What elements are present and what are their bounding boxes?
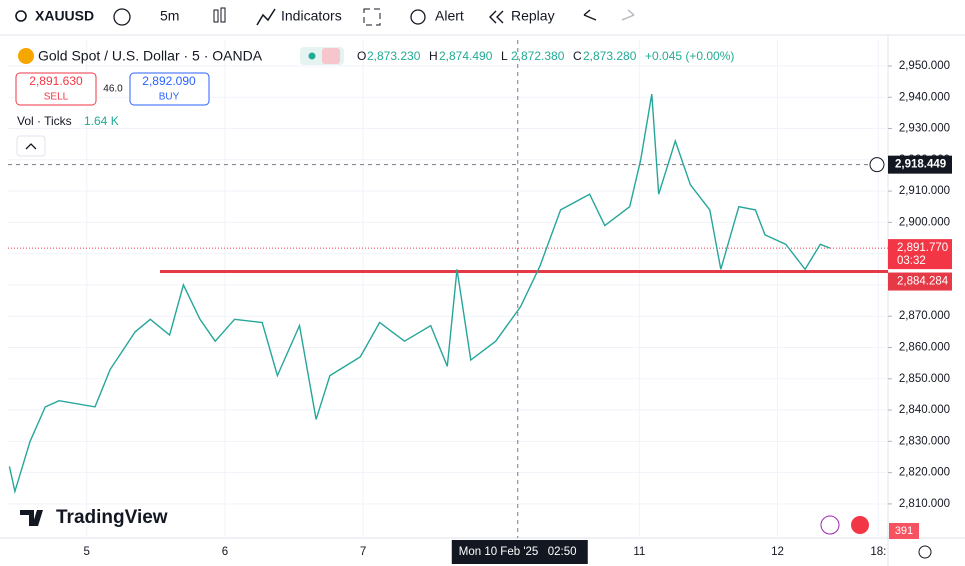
replay-icon[interactable]: [489, 10, 504, 24]
ohlc-value: 2,873.280: [583, 49, 637, 63]
y-tick-label: 2,950.000: [899, 60, 950, 72]
volume-value: 1.64 K: [84, 114, 119, 128]
volume-label: Vol · Ticks: [17, 114, 72, 128]
last-price-box: [888, 239, 952, 270]
ohlc-value: 2,872.380: [511, 49, 565, 63]
ohlc-key: O: [357, 49, 366, 63]
x-tick-label: 7: [360, 546, 366, 558]
redo-icon[interactable]: [621, 9, 635, 21]
sell-button[interactable]: [15, 72, 97, 106]
collapse-button[interactable]: [16, 135, 46, 157]
y-tick-label: 2,810.000: [899, 498, 950, 510]
ohlc-value: 2,873.230: [367, 49, 421, 63]
add-alert-button[interactable]: [869, 157, 885, 173]
ohlc-key: C: [573, 49, 582, 63]
settings-icon[interactable]: [918, 545, 932, 559]
y-tick-label: 2,820.000: [899, 467, 950, 479]
search-icon[interactable]: [15, 10, 27, 22]
replay-button[interactable]: Replay: [511, 8, 555, 24]
layouts-icon[interactable]: [363, 8, 381, 26]
symbol[interactable]: XAUUSD: [35, 8, 94, 24]
data-badge: [322, 48, 340, 64]
events-icon[interactable]: [851, 516, 869, 534]
market-open-dot: [308, 52, 316, 60]
crosshair-time-box: [451, 540, 588, 564]
spread: 46.0: [103, 84, 123, 95]
x-tick-label: 11: [633, 546, 645, 558]
flash-icon[interactable]: [820, 515, 840, 535]
y-tick-label: 2,870.000: [899, 310, 950, 322]
change: +0.045 (+0.00%): [645, 49, 734, 63]
ohlc: O 2,873.230 H 2,874.490 L 2,872.380 C 2,873.280: [357, 49, 637, 63]
symbol-logo: [18, 48, 34, 64]
interval[interactable]: 5m: [160, 8, 179, 24]
logo-icon: [20, 510, 43, 526]
buy-label[interactable]: BUY: [159, 92, 180, 103]
brand: TradingView: [56, 507, 168, 528]
indicators-button[interactable]: Indicators: [281, 8, 342, 24]
x-tick-label: 6: [222, 546, 228, 558]
ohlc-value: 2,874.490: [439, 49, 493, 63]
last-price-label: 2,891.770: [897, 242, 948, 254]
volume-badge: [889, 523, 919, 539]
buy-price[interactable]: 2,892.090: [142, 74, 196, 88]
x-tick-label: 18:: [870, 546, 886, 558]
legend-title: Gold Spot / U.S. Dollar · 5 · OANDA: [38, 48, 263, 64]
chart-type-icon: [220, 7, 226, 23]
x-tick-label: 12: [771, 546, 784, 558]
y-tick-label: 2,900.000: [899, 216, 950, 228]
crosshair-price-box: [888, 155, 952, 174]
ohlc-key: L: [501, 49, 508, 63]
sell-label[interactable]: SELL: [44, 92, 69, 103]
undo-icon[interactable]: [583, 9, 597, 21]
y-tick-label: 2,930.000: [899, 123, 950, 135]
sell-price[interactable]: 2,891.630: [29, 74, 83, 88]
alert-button[interactable]: Alert: [435, 8, 464, 24]
support-price-label: 2,884.284: [897, 276, 949, 288]
alert-icon[interactable]: [410, 9, 426, 25]
y-tick-label: 2,940.000: [899, 91, 950, 103]
grid: 2,810.000 2,820.000 2,830.000 2,840.000 2,85…: [8, 40, 950, 558]
y-tick-label: 2,850.000: [899, 373, 950, 385]
y-tick-label: 2,860.000: [899, 342, 950, 354]
crosshair-price-label: 2,918.449: [895, 159, 946, 171]
collapse-icon: [25, 143, 37, 150]
crosshair-time-label: 02:50: [548, 546, 577, 558]
y-tick-label: 2,910.000: [899, 185, 950, 197]
x-tick-label: 5: [84, 546, 90, 558]
indicators-icon[interactable]: [256, 8, 276, 26]
crosshair-date-label: Mon 10 Feb '25: [459, 546, 539, 558]
buy-button[interactable]: [129, 72, 210, 106]
volume-last: 391: [895, 525, 913, 537]
y-tick-label: 2,840.000: [899, 404, 950, 416]
add-symbol[interactable]: [113, 8, 131, 26]
ohlc-key: H: [429, 49, 438, 63]
support-price-box: [888, 272, 952, 291]
price-line: [8, 93, 831, 495]
y-tick-label: 2,830.000: [899, 435, 950, 447]
chart-type-icon[interactable]: [213, 9, 219, 23]
countdown-label: 03:32: [897, 255, 926, 267]
